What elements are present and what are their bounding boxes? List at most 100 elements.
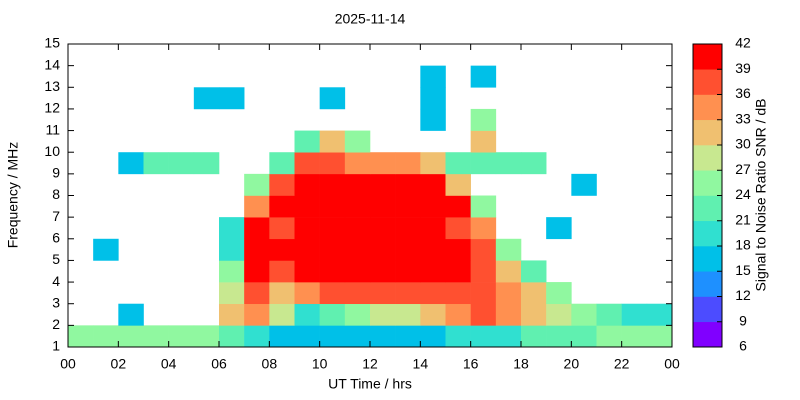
chart-title: 2025-11-14 (335, 11, 406, 27)
heat-cell (470, 238, 497, 261)
y-tick-label: 15 (44, 35, 60, 51)
heat-cell (395, 282, 421, 305)
heat-cell (118, 152, 144, 175)
x-tick-label: 02 (111, 356, 127, 372)
colorbar-swatch (693, 220, 722, 247)
heat-cell (395, 303, 421, 326)
heat-cell (118, 303, 144, 326)
colorbar-tick-label: 42 (735, 35, 751, 51)
heat-cell (193, 87, 220, 110)
heat-cell (344, 238, 371, 261)
heat-cell (445, 303, 471, 326)
heat-cell (370, 238, 396, 261)
x-tick-label: 10 (312, 356, 328, 372)
heat-cell (319, 130, 346, 153)
heat-cell (521, 303, 547, 326)
x-axis-label: UT Time / hrs (328, 376, 412, 392)
heat-cell (244, 260, 270, 283)
heat-cell (571, 173, 597, 196)
heat-cell (294, 260, 320, 283)
heat-cell (344, 195, 371, 218)
y-tick-label: 2 (52, 316, 60, 332)
heat-cell (269, 217, 295, 240)
heat-cell (93, 238, 119, 261)
heat-cell (395, 238, 421, 261)
colorbar-tick-label: 27 (735, 161, 751, 177)
colorbar-tick-label: 21 (735, 211, 751, 227)
heat-cell (420, 325, 446, 348)
heat-cell (370, 325, 396, 348)
heat-cell (319, 325, 346, 348)
heat-cell (344, 325, 371, 348)
heat-cell (621, 303, 648, 326)
heat-cell (646, 325, 673, 348)
heat-cell (219, 87, 245, 110)
heat-cell (596, 303, 622, 326)
heat-cell (344, 152, 371, 175)
heat-cell (420, 238, 446, 261)
heat-cell (269, 303, 295, 326)
heat-cell (621, 325, 648, 348)
heat-cell (470, 130, 497, 153)
x-tick-label: 00 (664, 356, 680, 372)
heat-cell (294, 130, 320, 153)
heat-cell (521, 282, 547, 305)
heat-cell (521, 152, 547, 175)
heat-cell (269, 260, 295, 283)
heat-cell (470, 260, 497, 283)
heat-cell (244, 217, 270, 240)
heat-cell (420, 260, 446, 283)
heat-cell (219, 325, 245, 348)
heat-cell (193, 152, 220, 175)
heat-cell (420, 195, 446, 218)
heat-cell (445, 152, 471, 175)
heat-cell (370, 303, 396, 326)
heat-cell (370, 152, 396, 175)
colorbar-tick-label: 18 (735, 237, 751, 253)
colorbar-tick-label: 9 (739, 312, 747, 328)
heat-cell (420, 173, 446, 196)
heat-cell (395, 195, 421, 218)
heat-cell (344, 303, 371, 326)
x-tick-label: 20 (564, 356, 580, 372)
x-tick-label: 04 (161, 356, 177, 372)
heat-cell (420, 108, 446, 131)
heat-cell (420, 87, 446, 110)
heat-cell (445, 217, 471, 240)
heat-cell (244, 282, 270, 305)
heat-cell (319, 195, 346, 218)
heat-cell (495, 238, 522, 261)
y-tick-label: 3 (52, 294, 60, 310)
heat-cell (395, 173, 421, 196)
heat-cell (546, 325, 572, 348)
heat-cell (219, 282, 245, 305)
heat-cell (420, 303, 446, 326)
x-tick-label: 08 (262, 356, 278, 372)
heat-cell (143, 152, 169, 175)
colorbar-swatch (693, 94, 722, 121)
heat-cell (344, 260, 371, 283)
colorbar-swatch (693, 296, 722, 323)
heat-cell (470, 108, 497, 131)
heat-cell (68, 325, 94, 348)
colorbar-swatch (693, 145, 722, 171)
x-tick-label: 06 (211, 356, 227, 372)
heat-cell (294, 173, 320, 196)
heat-cell (93, 325, 119, 348)
heat-cell (319, 173, 346, 196)
heat-cell (470, 195, 497, 218)
y-axis-label: Frequency / MHz (5, 142, 21, 249)
heat-cell (219, 260, 245, 283)
heat-cell (546, 217, 572, 240)
y-tick-label: 8 (52, 186, 60, 202)
heat-cell (319, 282, 346, 305)
heat-cell (118, 325, 144, 348)
heat-cell (420, 282, 446, 305)
heat-cell (495, 303, 522, 326)
heat-cell (244, 195, 270, 218)
heat-cell (420, 217, 446, 240)
colorbar-swatch (693, 271, 722, 297)
colorbar-label: Signal to Noise Ratio SNR / dB (753, 99, 769, 292)
y-tick-label: 5 (52, 251, 60, 267)
heat-cell (244, 303, 270, 326)
